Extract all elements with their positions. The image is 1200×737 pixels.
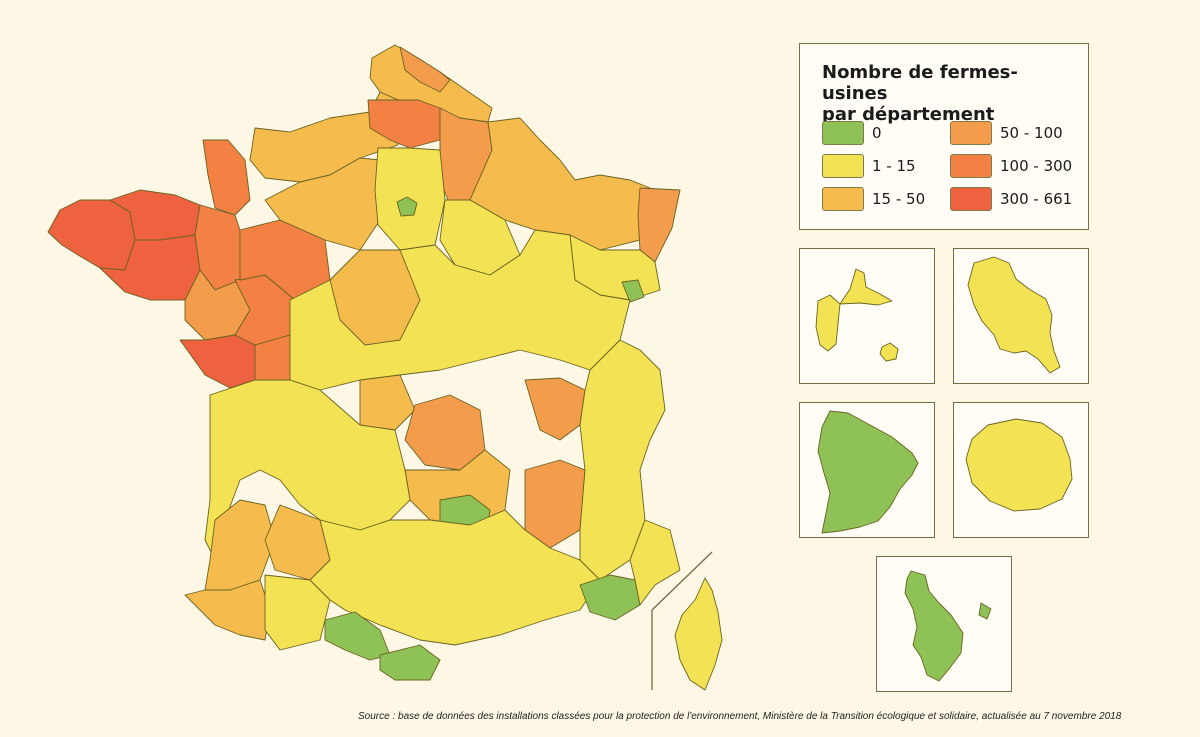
legend-swatch xyxy=(822,154,864,178)
dept-pyrenees-orientales xyxy=(379,644,441,681)
legend-title-line1: Nombre de fermes-usines xyxy=(822,62,1018,104)
dept-paris xyxy=(396,196,418,217)
legend-swatch xyxy=(950,121,992,145)
legend-swatch xyxy=(950,187,992,211)
dept-finistere xyxy=(47,199,136,271)
dept-loire xyxy=(524,377,586,441)
legend-label: 15 - 50 xyxy=(872,190,926,208)
region-centre-north xyxy=(264,157,381,251)
martinique-shape xyxy=(967,256,1061,374)
dept-manche xyxy=(202,139,251,216)
legend-label: 100 - 300 xyxy=(1000,157,1073,175)
inset-mayotte xyxy=(876,556,1012,692)
legend-swatch xyxy=(950,154,992,178)
reunion-shape xyxy=(965,418,1073,512)
dept-cher-indre xyxy=(329,249,421,346)
region-normandie xyxy=(249,91,399,183)
legend-label: 1 - 15 xyxy=(872,157,916,175)
guyane-shape xyxy=(817,410,919,534)
region-occitanie xyxy=(309,509,601,646)
dept-puy-dome xyxy=(404,394,486,471)
legend-title-line2: par département xyxy=(822,104,995,125)
inset-guyane xyxy=(799,402,935,538)
legend-label: 50 - 100 xyxy=(1000,124,1063,142)
legend-box: Nombre de fermes-usines par département … xyxy=(799,43,1089,230)
region-paca-east xyxy=(629,519,681,606)
dept-var xyxy=(579,574,641,621)
legend-label: 300 - 661 xyxy=(1000,190,1073,208)
metropolitan-france xyxy=(47,44,723,691)
inset-martinique xyxy=(953,248,1089,384)
dept-territoire-belfort xyxy=(621,279,645,303)
legend-title: Nombre de fermes-usines par département xyxy=(822,62,1082,125)
dept-vendee xyxy=(179,334,256,389)
dept-bas-rhin xyxy=(637,187,681,263)
dept-corse xyxy=(674,577,723,691)
legend-label: 0 xyxy=(872,124,882,142)
inset-la-reunion xyxy=(953,402,1089,538)
dept-nord xyxy=(399,46,451,93)
source-note: Source : base de données des installatio… xyxy=(358,711,1122,722)
mayotte-shape xyxy=(904,570,992,682)
legend-swatch xyxy=(822,121,864,145)
guadeloupe-shape xyxy=(815,268,899,362)
legend-swatch xyxy=(822,187,864,211)
dept-drome xyxy=(524,459,586,549)
inset-guadeloupe xyxy=(799,248,935,384)
dept-creuse xyxy=(359,374,416,431)
